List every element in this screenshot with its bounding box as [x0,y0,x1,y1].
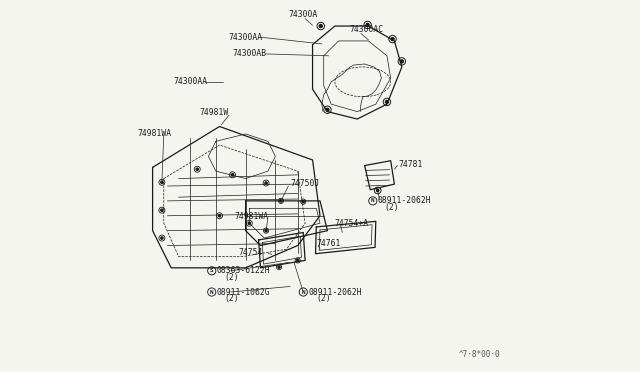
Text: 74300AC: 74300AC [349,25,384,34]
Text: S: S [210,268,214,273]
Text: 08911-2062H: 08911-2062H [378,196,431,205]
Text: 74981WA: 74981WA [137,129,171,138]
Text: N: N [301,289,305,295]
Text: (2): (2) [384,203,399,212]
Circle shape [161,209,163,211]
Circle shape [196,168,198,170]
Text: (2): (2) [224,294,239,303]
Text: 08911-2062H: 08911-2062H [308,288,362,296]
Text: N: N [371,198,374,203]
Text: 74750J: 74750J [291,179,319,187]
Text: 74300AA: 74300AA [229,33,263,42]
Text: 74300A: 74300A [289,10,317,19]
Text: (2): (2) [316,294,331,303]
Text: 74981WA: 74981WA [234,212,269,221]
Circle shape [302,201,305,203]
Text: N: N [210,289,214,295]
Circle shape [391,38,394,41]
Circle shape [278,266,280,268]
Text: 74300AA: 74300AA [173,77,207,86]
Circle shape [385,100,388,103]
Circle shape [265,230,267,232]
Circle shape [366,23,369,26]
Circle shape [161,237,163,239]
Circle shape [326,108,329,111]
Circle shape [218,215,221,217]
Text: 74981W: 74981W [199,108,228,117]
Circle shape [296,259,299,262]
Circle shape [232,174,234,176]
Circle shape [376,189,379,192]
Text: 74781: 74781 [398,160,422,169]
Text: 74754+A: 74754+A [335,219,369,228]
Text: 74300AB: 74300AB [232,49,267,58]
Text: ^7·8*00·0: ^7·8*00·0 [459,350,500,359]
Text: 74754: 74754 [238,248,262,257]
Circle shape [401,60,403,63]
Circle shape [265,182,267,184]
Text: 74761: 74761 [316,239,340,248]
Circle shape [319,25,322,28]
Circle shape [161,181,163,183]
Text: 08363-6122H: 08363-6122H [216,266,270,275]
Circle shape [248,222,250,224]
Circle shape [280,200,282,202]
Text: 08911-1062G: 08911-1062G [216,288,270,296]
Text: (2): (2) [224,273,239,282]
